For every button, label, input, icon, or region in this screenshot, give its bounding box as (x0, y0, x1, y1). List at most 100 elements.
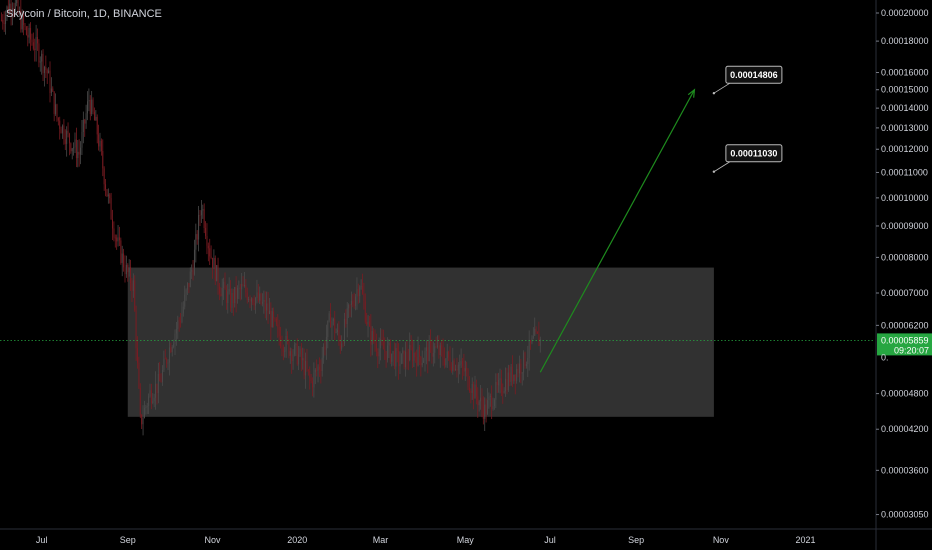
candle-body (478, 401, 480, 406)
candle-body (95, 116, 97, 121)
candle-body (438, 345, 440, 356)
candle-body (514, 374, 516, 381)
candle-body (537, 332, 538, 334)
candle-body (214, 257, 216, 282)
candle-body (502, 392, 504, 394)
callout-label: 0.00014806 (730, 70, 778, 80)
candle-body (425, 347, 427, 352)
projection-arrow[interactable] (539, 89, 695, 373)
candle-body (516, 369, 518, 381)
candle-body (512, 366, 513, 382)
countdown-label: 09:20:07 (894, 345, 929, 355)
candle-body (266, 303, 268, 311)
candle-body (263, 299, 265, 302)
candle-body (430, 341, 432, 343)
candle-body (175, 328, 177, 334)
candle-body (264, 299, 266, 311)
candle-body (150, 390, 152, 403)
y-tick-label: 0.00004800 (881, 389, 929, 399)
candle-body (37, 36, 38, 44)
x-tick-label: Jul (544, 535, 556, 545)
candle-body (520, 363, 522, 374)
candle-body (164, 358, 166, 360)
candle-body (299, 348, 301, 355)
candle-body (257, 292, 259, 301)
candle-body (359, 287, 361, 297)
candle-body (371, 331, 373, 345)
candle-body (138, 362, 140, 388)
candle-body (185, 289, 187, 295)
candle-body (221, 287, 223, 297)
candle-body (330, 313, 332, 328)
price-callout[interactable]: 0.00014806 (712, 65, 783, 95)
candle-body (149, 390, 151, 397)
y-tick-label: 0.00003600 (881, 465, 929, 475)
candle-body (132, 280, 134, 291)
callout-pointer (713, 82, 731, 94)
candle-body (448, 351, 450, 358)
candle-body (193, 249, 195, 275)
candle-body (314, 369, 316, 373)
candle-body (307, 369, 309, 371)
candle-body (317, 366, 319, 371)
x-tick-label: May (457, 535, 475, 545)
candle-body (6, 6, 8, 15)
candle-body (524, 352, 526, 367)
candle-body (538, 333, 540, 346)
candle-body (18, 11, 20, 13)
candle-body (135, 310, 137, 349)
projection-arrowhead (687, 88, 696, 98)
candle-body (473, 384, 475, 399)
candle-body (296, 343, 298, 365)
candle-body (348, 304, 350, 309)
candle-body (13, 8, 15, 11)
candle-body (188, 283, 190, 288)
candle-body (492, 406, 494, 410)
candle-body (477, 396, 479, 406)
candle-body (274, 318, 276, 320)
candle-body (474, 384, 476, 399)
candle-body (220, 293, 222, 297)
candle-body (306, 360, 308, 370)
candle-body (534, 328, 536, 336)
candle-body (339, 338, 341, 349)
candle-body (116, 237, 118, 242)
candle-body (91, 99, 93, 115)
candle-body (180, 321, 182, 322)
candle-body (182, 306, 184, 314)
candle-body (170, 347, 172, 353)
candle-body (360, 285, 362, 288)
candle-body (178, 320, 180, 322)
candle-body (275, 318, 277, 325)
candle-body (417, 346, 419, 366)
candle-body (381, 339, 383, 343)
candle-body (23, 15, 25, 25)
candle-body (325, 336, 327, 350)
candle-body (92, 99, 94, 112)
candle-body (287, 335, 288, 341)
range-box[interactable] (127, 267, 714, 417)
candle-body (203, 209, 205, 228)
candle-body (255, 297, 257, 306)
candle-body (46, 70, 48, 74)
candle-body (64, 139, 66, 144)
candle-body (484, 404, 486, 419)
candle-body (309, 370, 311, 378)
candle-body (366, 321, 368, 325)
candle-body (230, 289, 232, 308)
candle-body (384, 349, 386, 352)
candle-body (159, 373, 161, 382)
candle-body (102, 151, 104, 169)
candle-body (0, 19, 2, 21)
candle-body (517, 369, 519, 374)
candle-body (145, 406, 147, 408)
candle-body (209, 248, 211, 257)
candle-body (77, 151, 79, 159)
candle-body (118, 237, 120, 241)
price-callout[interactable]: 0.00011030 (712, 144, 783, 173)
candle-body (302, 358, 304, 361)
y-tick-label: 0.00020000 (881, 8, 929, 18)
candle-body (291, 351, 293, 361)
